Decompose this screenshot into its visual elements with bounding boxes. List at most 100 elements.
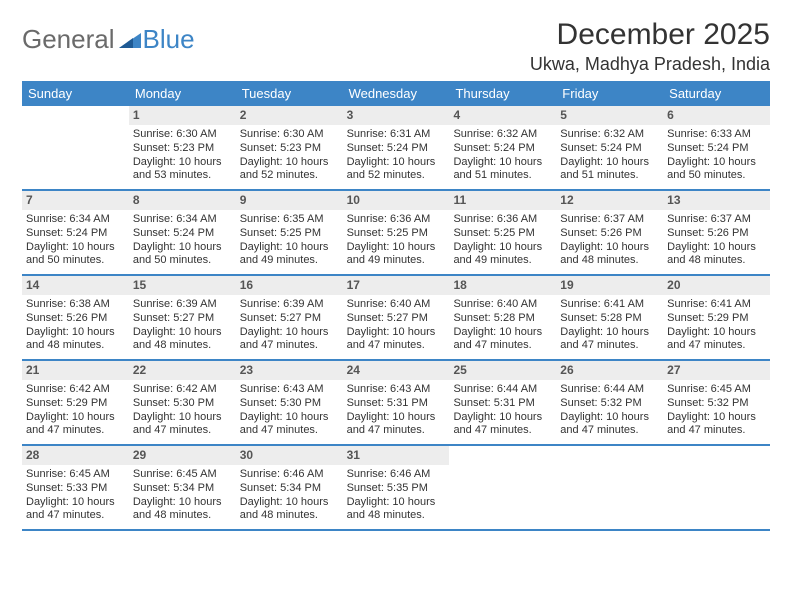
day-number: 23: [236, 361, 343, 380]
sunrise-text: Sunrise: 6:36 AM: [453, 213, 552, 227]
sunset-text: Sunset: 5:24 PM: [560, 142, 659, 156]
sunrise-text: Sunrise: 6:31 AM: [347, 128, 446, 142]
daylight-text: Daylight: 10 hours and 47 minutes.: [240, 411, 339, 439]
daylight-text: Daylight: 10 hours and 47 minutes.: [560, 411, 659, 439]
daylight-text: Daylight: 10 hours and 48 minutes.: [26, 326, 125, 354]
daylight-text: Daylight: 10 hours and 47 minutes.: [667, 411, 766, 439]
day-number: 27: [663, 361, 770, 380]
sunrise-text: Sunrise: 6:42 AM: [26, 383, 125, 397]
calendar-day: 14Sunrise: 6:38 AMSunset: 5:26 PMDayligh…: [22, 276, 129, 359]
sunset-text: Sunset: 5:35 PM: [347, 482, 446, 496]
daylight-text: Daylight: 10 hours and 49 minutes.: [240, 241, 339, 269]
page-header: General Blue December 2025 Ukwa, Madhya …: [22, 18, 770, 75]
calendar-day: 2Sunrise: 6:30 AMSunset: 5:23 PMDaylight…: [236, 106, 343, 189]
sunrise-text: Sunrise: 6:37 AM: [560, 213, 659, 227]
location-subtitle: Ukwa, Madhya Pradesh, India: [530, 54, 770, 75]
day-number: 31: [343, 446, 450, 465]
daylight-text: Daylight: 10 hours and 47 minutes.: [26, 496, 125, 524]
daylight-text: Daylight: 10 hours and 48 minutes.: [667, 241, 766, 269]
daylight-text: Daylight: 10 hours and 48 minutes.: [240, 496, 339, 524]
sunset-text: Sunset: 5:26 PM: [560, 227, 659, 241]
calendar-week: 28Sunrise: 6:45 AMSunset: 5:33 PMDayligh…: [22, 446, 770, 531]
sunset-text: Sunset: 5:29 PM: [667, 312, 766, 326]
calendar-day: 12Sunrise: 6:37 AMSunset: 5:26 PMDayligh…: [556, 191, 663, 274]
sunset-text: Sunset: 5:28 PM: [453, 312, 552, 326]
day-number: 20: [663, 276, 770, 295]
day-of-week-label: Thursday: [449, 81, 556, 106]
day-number: 8: [129, 191, 236, 210]
sunrise-text: Sunrise: 6:41 AM: [667, 298, 766, 312]
calendar-day: 20Sunrise: 6:41 AMSunset: 5:29 PMDayligh…: [663, 276, 770, 359]
title-block: December 2025 Ukwa, Madhya Pradesh, Indi…: [530, 18, 770, 75]
day-number: 24: [343, 361, 450, 380]
sunset-text: Sunset: 5:27 PM: [240, 312, 339, 326]
daylight-text: Daylight: 10 hours and 47 minutes.: [133, 411, 232, 439]
calendar-day: 18Sunrise: 6:40 AMSunset: 5:28 PMDayligh…: [449, 276, 556, 359]
sunrise-text: Sunrise: 6:35 AM: [240, 213, 339, 227]
calendar-day: 8Sunrise: 6:34 AMSunset: 5:24 PMDaylight…: [129, 191, 236, 274]
sunrise-text: Sunrise: 6:39 AM: [133, 298, 232, 312]
calendar-day-blank: [22, 106, 129, 189]
sunset-text: Sunset: 5:31 PM: [347, 397, 446, 411]
calendar-day: 28Sunrise: 6:45 AMSunset: 5:33 PMDayligh…: [22, 446, 129, 529]
calendar-day: 29Sunrise: 6:45 AMSunset: 5:34 PMDayligh…: [129, 446, 236, 529]
sunset-text: Sunset: 5:25 PM: [240, 227, 339, 241]
day-number: 5: [556, 106, 663, 125]
calendar-day: 19Sunrise: 6:41 AMSunset: 5:28 PMDayligh…: [556, 276, 663, 359]
day-of-week-label: Wednesday: [343, 81, 450, 106]
calendar-day-blank: [449, 446, 556, 529]
calendar-day: 30Sunrise: 6:46 AMSunset: 5:34 PMDayligh…: [236, 446, 343, 529]
day-number: 3: [343, 106, 450, 125]
day-of-week-label: Tuesday: [236, 81, 343, 106]
daylight-text: Daylight: 10 hours and 47 minutes.: [347, 326, 446, 354]
sunrise-text: Sunrise: 6:45 AM: [26, 468, 125, 482]
sunset-text: Sunset: 5:23 PM: [133, 142, 232, 156]
sunrise-text: Sunrise: 6:42 AM: [133, 383, 232, 397]
sunset-text: Sunset: 5:24 PM: [667, 142, 766, 156]
sunrise-text: Sunrise: 6:44 AM: [560, 383, 659, 397]
day-number: 16: [236, 276, 343, 295]
day-number: 15: [129, 276, 236, 295]
sunrise-text: Sunrise: 6:40 AM: [453, 298, 552, 312]
sunrise-text: Sunrise: 6:40 AM: [347, 298, 446, 312]
day-number: 29: [129, 446, 236, 465]
daylight-text: Daylight: 10 hours and 47 minutes.: [26, 411, 125, 439]
daylight-text: Daylight: 10 hours and 47 minutes.: [560, 326, 659, 354]
day-number: 6: [663, 106, 770, 125]
daylight-text: Daylight: 10 hours and 52 minutes.: [240, 156, 339, 184]
daylight-text: Daylight: 10 hours and 47 minutes.: [240, 326, 339, 354]
calendar-day: 24Sunrise: 6:43 AMSunset: 5:31 PMDayligh…: [343, 361, 450, 444]
day-number: 11: [449, 191, 556, 210]
sunrise-text: Sunrise: 6:36 AM: [347, 213, 446, 227]
sunset-text: Sunset: 5:32 PM: [560, 397, 659, 411]
logo-word-blue: Blue: [143, 24, 195, 55]
sunset-text: Sunset: 5:24 PM: [347, 142, 446, 156]
calendar-body: 1Sunrise: 6:30 AMSunset: 5:23 PMDaylight…: [22, 106, 770, 531]
sunrise-text: Sunrise: 6:30 AM: [133, 128, 232, 142]
sunrise-text: Sunrise: 6:33 AM: [667, 128, 766, 142]
day-of-week-label: Sunday: [22, 81, 129, 106]
day-number: 28: [22, 446, 129, 465]
day-number: 21: [22, 361, 129, 380]
day-number: 7: [22, 191, 129, 210]
sunset-text: Sunset: 5:26 PM: [26, 312, 125, 326]
sunset-text: Sunset: 5:24 PM: [133, 227, 232, 241]
calendar-day: 5Sunrise: 6:32 AMSunset: 5:24 PMDaylight…: [556, 106, 663, 189]
calendar-day: 11Sunrise: 6:36 AMSunset: 5:25 PMDayligh…: [449, 191, 556, 274]
calendar-day: 23Sunrise: 6:43 AMSunset: 5:30 PMDayligh…: [236, 361, 343, 444]
calendar-day: 6 Sunrise: 6:33 AMSunset: 5:24 PMDaylight…: [663, 106, 770, 189]
calendar-day: 15Sunrise: 6:39 AMSunset: 5:27 PMDayligh…: [129, 276, 236, 359]
calendar-day: 3Sunrise: 6:31 AMSunset: 5:24 PMDaylight…: [343, 106, 450, 189]
daylight-text: Daylight: 10 hours and 53 minutes.: [133, 156, 232, 184]
day-number: 10: [343, 191, 450, 210]
calendar-day: 26Sunrise: 6:44 AMSunset: 5:32 PMDayligh…: [556, 361, 663, 444]
calendar: SundayMondayTuesdayWednesdayThursdayFrid…: [22, 81, 770, 531]
sunset-text: Sunset: 5:26 PM: [667, 227, 766, 241]
daylight-text: Daylight: 10 hours and 48 minutes.: [133, 326, 232, 354]
day-number: 14: [22, 276, 129, 295]
daylight-text: Daylight: 10 hours and 48 minutes.: [133, 496, 232, 524]
daylight-text: Daylight: 10 hours and 50 minutes.: [667, 156, 766, 184]
day-number: 25: [449, 361, 556, 380]
calendar-day: 22Sunrise: 6:42 AMSunset: 5:30 PMDayligh…: [129, 361, 236, 444]
calendar-day: 16Sunrise: 6:39 AMSunset: 5:27 PMDayligh…: [236, 276, 343, 359]
